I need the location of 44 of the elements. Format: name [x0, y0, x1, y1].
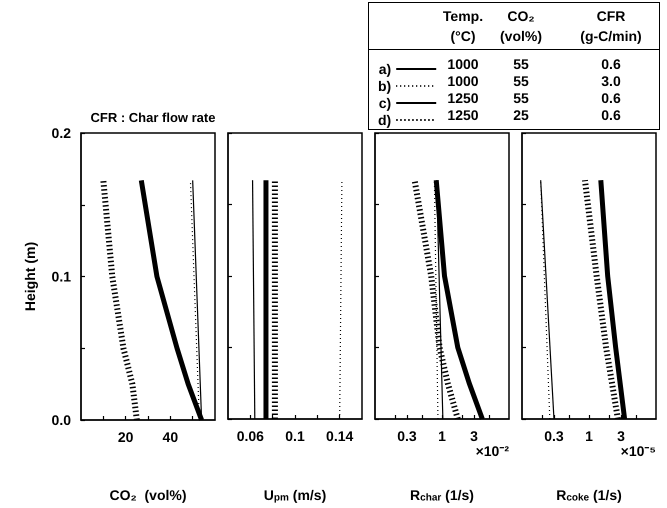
text: Temp.	[442, 8, 484, 24]
text: 25	[513, 107, 529, 123]
text: (g-C/min)	[580, 28, 642, 44]
chart-title: CFR : Char flow rate	[90, 110, 216, 125]
y-tick-label: 0.2	[52, 125, 72, 141]
text: 55	[513, 56, 529, 72]
text: 3.0	[601, 73, 621, 89]
text: 55	[513, 73, 529, 89]
legend-label: d)	[378, 112, 392, 128]
x-axis-title: Upm (m/s)	[264, 487, 326, 504]
legend-label: a)	[378, 61, 392, 77]
text: ×10⁻⁵	[620, 443, 656, 459]
text: (°C)	[450, 28, 476, 44]
x-tick-label: 0.3	[544, 428, 564, 444]
x-tick-label: 1	[585, 428, 594, 444]
x-tick-label: 0.3	[397, 428, 417, 444]
x-tick-label: 0.06	[236, 428, 264, 444]
x-axis-title: CO₂ (vol%)	[110, 487, 186, 503]
y-tick-label: 0.1	[52, 268, 72, 284]
legend-label: b)	[378, 78, 392, 94]
text: 1000	[447, 56, 479, 72]
text: 0.6	[601, 56, 621, 72]
text: 0.6	[601, 90, 621, 106]
x-axis-title: Rchar (1/s)	[410, 487, 474, 504]
y-tick-label: 0.0	[52, 412, 72, 428]
text: 0.6	[601, 107, 621, 123]
text: CO₂	[507, 8, 535, 24]
x-tick-label: 3	[617, 428, 626, 444]
x-tick-label: 3	[470, 428, 478, 444]
y-axis-title: Height (m)	[22, 242, 38, 312]
text: 55	[513, 90, 529, 106]
x-tick-label: 0.1	[285, 428, 305, 444]
text: 1250	[447, 90, 479, 106]
legend-label: c)	[378, 95, 392, 111]
x-tick-label: 0.14	[326, 428, 354, 444]
x-tick-label: 40	[162, 429, 178, 445]
x-tick-label: 20	[118, 429, 134, 445]
text: ×10⁻²	[476, 443, 510, 459]
text: 1000	[447, 73, 479, 89]
text: CFR	[596, 8, 626, 24]
text: 1250	[447, 107, 479, 123]
x-tick-label: 1	[438, 428, 446, 444]
x-axis-title: Rcoke (1/s)	[556, 487, 622, 504]
text: (vol%)	[500, 28, 542, 44]
